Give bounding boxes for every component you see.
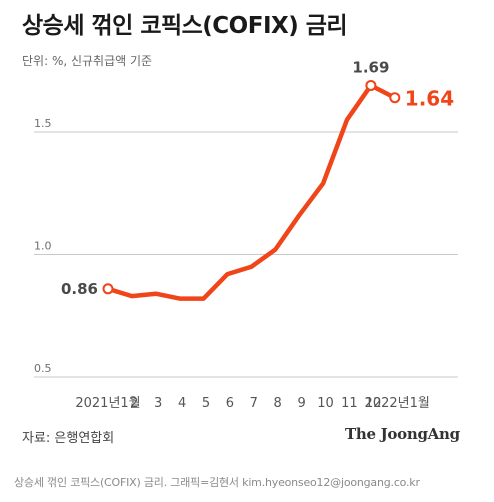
- data-point-marker: [102, 283, 114, 295]
- x-tick-label: 4: [178, 396, 186, 411]
- source-label: 자료: 은행연합회: [22, 431, 115, 446]
- y-tick-label: 0.5: [34, 362, 52, 375]
- data-label: 0.86: [61, 280, 98, 298]
- data-point-marker: [389, 92, 401, 104]
- x-tick-label: 2022년1월: [365, 396, 430, 411]
- x-tick-label: 2: [130, 396, 138, 411]
- x-tick-label: 8: [274, 396, 282, 411]
- data-label: 1.64: [405, 87, 454, 111]
- x-tick-label: 5: [202, 396, 210, 411]
- chart-title: 상승세 꺾인 코픽스(COFIX) 금리: [22, 13, 348, 39]
- x-tick-label: 11: [341, 396, 358, 411]
- chart-subtitle: 단위: %, 신규취급액 기준: [22, 54, 153, 68]
- x-tick-label: 10: [317, 396, 334, 411]
- y-tick-label: 1.5: [34, 117, 52, 130]
- data-point-marker: [365, 79, 377, 91]
- series-line: [105, 83, 398, 301]
- x-tick-label: 6: [226, 396, 234, 411]
- x-tick-label: 12: [365, 396, 382, 411]
- data-label: 1.69: [352, 58, 389, 76]
- x-tick-label: 9: [297, 396, 305, 411]
- brand-logo: The JoongAng: [345, 425, 460, 443]
- x-tick-label: 3: [154, 396, 162, 411]
- y-tick-label: 1.0: [34, 240, 52, 253]
- image-caption: 상승세 꺾인 코픽스(COFIX) 금리. 그래픽=김현서 kim.hyeons…: [14, 476, 420, 489]
- x-tick-label: 7: [250, 396, 258, 411]
- x-tick-label: 2021년1월: [75, 396, 140, 411]
